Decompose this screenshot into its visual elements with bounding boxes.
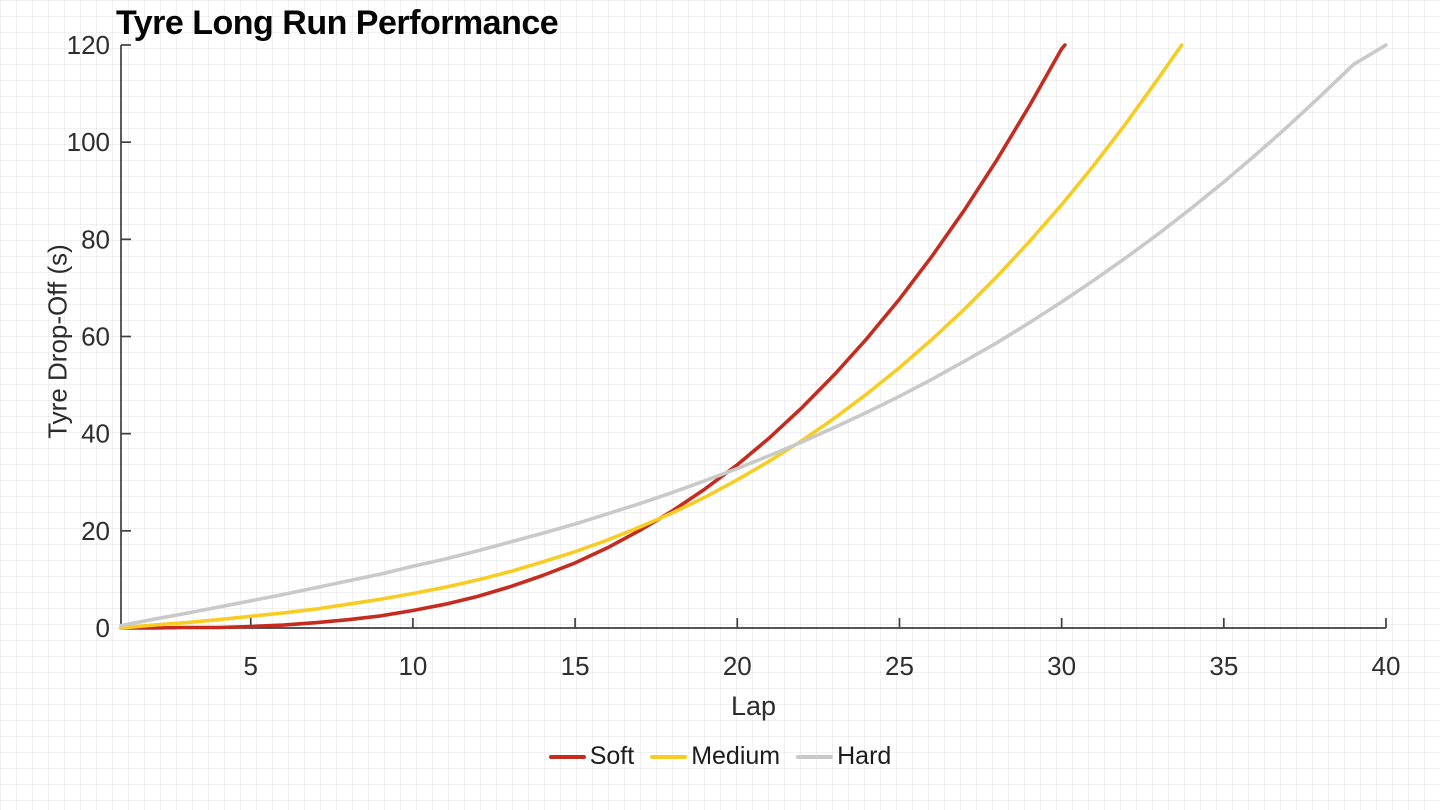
x-tick-label: 25	[885, 651, 914, 681]
x-tick-label: 30	[1047, 651, 1076, 681]
legend-label-hard: Hard	[837, 742, 892, 770]
x-tick-label: 35	[1209, 651, 1238, 681]
y-tick-label: 100	[67, 127, 110, 157]
x-tick-label: 20	[723, 651, 752, 681]
y-tick-label: 0	[96, 613, 110, 643]
y-tick-label: 60	[81, 322, 110, 352]
y-tick-label: 20	[81, 516, 110, 546]
x-tick-label: 5	[244, 651, 258, 681]
y-tick-label: 120	[67, 30, 110, 60]
series-line-medium	[119, 43, 1184, 630]
x-tick-label: 40	[1372, 651, 1401, 681]
legend: Soft Medium Hard	[0, 742, 1440, 771]
legend-label-soft: Soft	[589, 742, 635, 770]
chart-title: Tyre Long Run Performance	[116, 4, 559, 42]
legend-label-medium: Medium	[691, 742, 781, 770]
x-axis-title: Lap	[730, 691, 777, 721]
legend-item-medium: Medium	[650, 742, 780, 771]
legend-swatch-soft	[548, 754, 586, 759]
series-line-hard	[119, 43, 1388, 628]
legend-item-hard: Hard	[796, 742, 891, 771]
legend-swatch-hard	[796, 754, 834, 759]
x-tick-label: 15	[561, 651, 590, 681]
legend-swatch-medium	[650, 754, 688, 759]
y-axis-title: Tyre Drop-Off (s)	[42, 244, 73, 439]
legend-item-soft: Soft	[548, 742, 635, 771]
y-tick-label: 80	[81, 224, 110, 254]
series-line-soft	[119, 43, 1067, 630]
x-tick-label: 10	[398, 651, 427, 681]
y-tick-label: 40	[81, 419, 110, 449]
axes-spines	[120, 45, 1386, 629]
